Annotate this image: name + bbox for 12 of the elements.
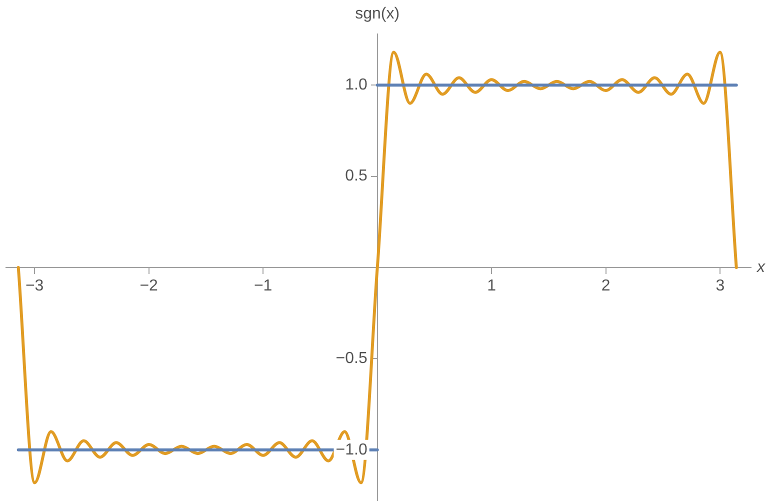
x-axis-title: x (756, 258, 766, 276)
y-tick-label: −1.0 (336, 441, 368, 458)
x-tick-label: −2 (140, 278, 158, 295)
x-tick-label: −1 (254, 278, 272, 295)
x-tick-label: 2 (601, 278, 610, 295)
y-tick-label: −0.5 (336, 350, 368, 368)
x-tick-label: −3 (25, 278, 44, 295)
x-tick-label: 3 (716, 278, 725, 295)
x-tick-label: 1 (487, 278, 496, 295)
y-axis-title: sgn(x) (355, 5, 400, 22)
y-tick-label: 1.0 (345, 76, 368, 94)
y-tick-label: 0.5 (345, 168, 368, 185)
